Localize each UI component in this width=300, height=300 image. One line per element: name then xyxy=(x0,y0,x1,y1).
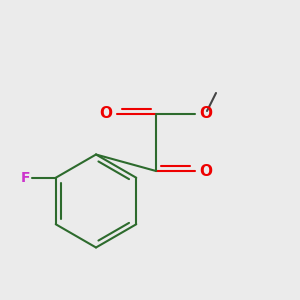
Text: O: O xyxy=(199,106,212,122)
Text: O: O xyxy=(100,106,112,122)
Text: F: F xyxy=(21,171,30,185)
Text: O: O xyxy=(200,164,212,178)
